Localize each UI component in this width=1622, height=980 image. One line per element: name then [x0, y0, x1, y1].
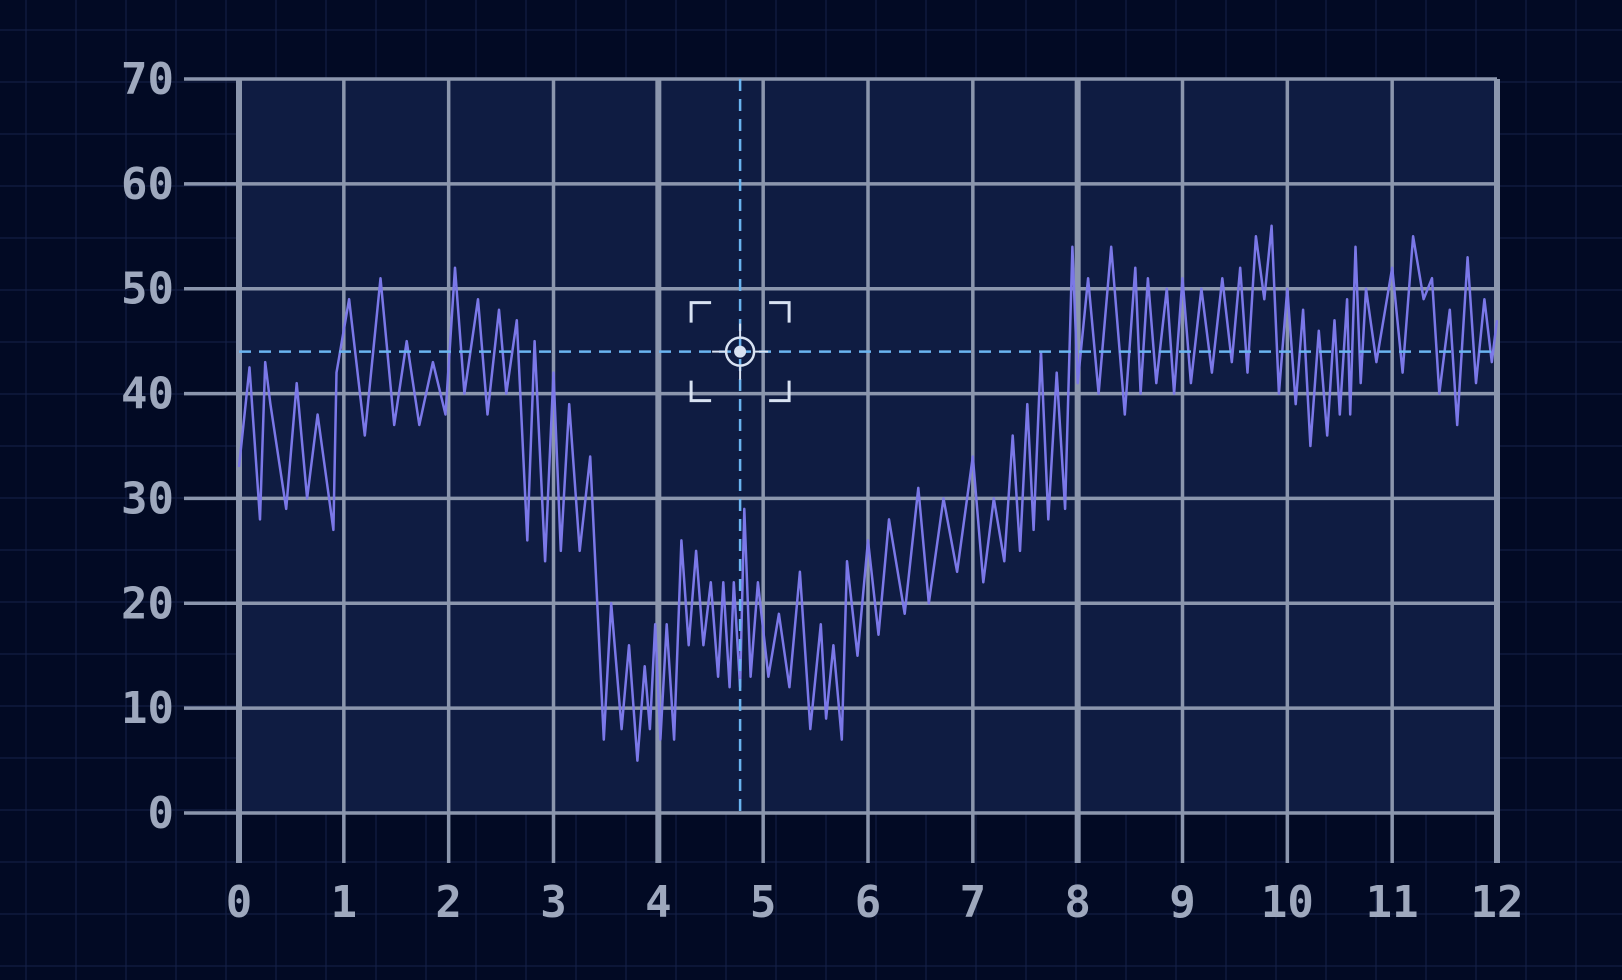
- x-tick-label: 6: [855, 877, 882, 928]
- x-tick-label: 3: [540, 877, 567, 928]
- reticle-corner: [689, 301, 712, 323]
- y-tick-label: 50: [121, 264, 174, 315]
- reticle-corner: [769, 301, 791, 323]
- series-layer: [237, 224, 1499, 762]
- y-tick-label: 60: [121, 159, 174, 210]
- x-tick-label: 10: [1261, 877, 1314, 928]
- x-tick-label: 7: [960, 877, 987, 928]
- reticle-corner: [769, 380, 791, 403]
- y-tick-label: 40: [121, 369, 174, 420]
- reticle-ring: [724, 336, 756, 367]
- series-line-0: [237, 224, 1499, 762]
- x-tick-label: 9: [1169, 877, 1196, 928]
- x-tick-label: 2: [435, 877, 462, 928]
- x-axis-ticks: 0 1 2 3 4 5 6 7 8 9 10 11 12: [226, 877, 1524, 928]
- x-tick-label: 12: [1471, 877, 1524, 928]
- y-tick-label: 0: [148, 788, 175, 839]
- x-tick-label: 4: [645, 877, 672, 928]
- x-tick-label: 11: [1366, 877, 1419, 928]
- y-tick-label: 20: [121, 578, 174, 629]
- crosshair: [239, 79, 1497, 813]
- reticle-dot: [734, 345, 747, 358]
- x-tick-label: 1: [331, 877, 358, 928]
- grid-lines: [184, 77, 1500, 863]
- x-tick-label: 5: [750, 877, 777, 928]
- y-tick-label: 30: [121, 473, 174, 524]
- reticle-corner: [689, 380, 712, 403]
- y-axis-ticks: 0 10 20 30 40 50 60 70: [121, 54, 174, 839]
- x-tick-label: 0: [226, 877, 253, 928]
- x-tick-label: 8: [1064, 877, 1091, 928]
- target-reticle-icon: [689, 301, 791, 403]
- y-tick-label: 10: [121, 683, 174, 734]
- y-tick-label: 70: [121, 54, 174, 105]
